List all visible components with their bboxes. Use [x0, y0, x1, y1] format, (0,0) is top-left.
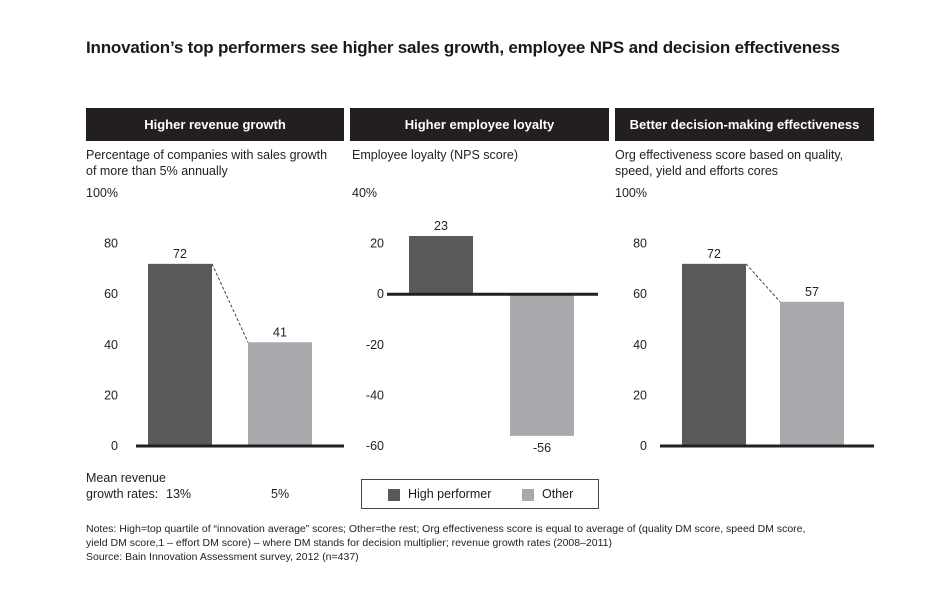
panel-header-loyalty: Higher employee loyalty [350, 108, 609, 141]
value-label-decision-high: 72 [707, 247, 721, 261]
y-tick-label-loyalty: 0 [377, 287, 384, 301]
legend-label-high: High performer [408, 487, 492, 501]
legend-label-other: Other [542, 487, 574, 501]
chart-panel-revenue: 100% 80 60 40 20 0 72 41 [86, 186, 344, 453]
chart-panel-decision: 100% 80 60 40 20 0 72 57 [615, 186, 874, 453]
panel-subtitle-decision: Org effectiveness score based on quality… [615, 148, 844, 178]
y-tick-label-revenue: 40 [104, 338, 118, 352]
legend: High performer Other [361, 479, 599, 509]
value-label-loyalty-other: -56 [533, 441, 551, 455]
y-tick-label-decision: 0 [640, 439, 647, 453]
chart-title: Innovation’s top performers see higher s… [86, 38, 840, 57]
y-tick-label-decision: 40 [633, 338, 647, 352]
notes: Notes: High=top quartile of “innovation … [86, 522, 886, 564]
value-label-loyalty-high: 23 [434, 219, 448, 233]
y-tick-label-loyalty: -20 [366, 338, 384, 352]
value-label-decision-other: 57 [805, 285, 819, 299]
y-tick-label-loyalty: -40 [366, 388, 384, 402]
y-tick-label-revenue: 0 [111, 439, 118, 453]
panel-header-revenue: Higher revenue growth [86, 108, 344, 141]
value-label-revenue-high: 72 [173, 247, 187, 261]
y-tick-label-revenue: 20 [104, 388, 118, 402]
mean-revenue-high-value: 13% [166, 487, 192, 501]
y-tick-label-revenue: 80 [104, 237, 118, 251]
y-tick-label-decision: 80 [633, 237, 647, 251]
connector-decision [745, 263, 781, 303]
mean-revenue-label-line1: Mean revenue [86, 471, 166, 485]
mean-revenue-other-value: 5% [271, 487, 290, 501]
notes-line-2: yield DM score,1 – effort DM score) – wh… [86, 537, 613, 549]
y-tick-label-decision: 100% [615, 186, 647, 200]
panel-subtitle-loyalty: Employee loyalty (NPS score) [352, 148, 519, 162]
bar-revenue-other [248, 342, 312, 446]
mean-revenue-label-line2: growth rates: [86, 487, 159, 501]
y-tick-label-revenue: 100% [86, 186, 118, 200]
panel-header-decision: Better decision-making effectiveness [615, 108, 874, 141]
y-tick-label-loyalty: -60 [366, 439, 384, 453]
bar-loyalty-high [409, 236, 473, 295]
notes-line-3: Source: Bain Innovation Assessment surve… [86, 551, 359, 563]
bar-decision-high [682, 263, 746, 446]
bar-decision-other [780, 301, 844, 446]
y-tick-label-loyalty: 40% [352, 186, 377, 200]
value-label-revenue-other: 41 [273, 325, 287, 339]
chart-panel-loyalty: 40% 20 0 -20 -40 -60 23 -56 [352, 186, 598, 455]
legend-swatch-other [522, 489, 534, 501]
notes-line-1: Notes: High=top quartile of “innovation … [86, 523, 806, 535]
bar-loyalty-other [510, 294, 574, 436]
panel-subtitle-revenue: Percentage of companies with sales growt… [86, 148, 328, 178]
y-tick-label-loyalty: 20 [370, 237, 384, 251]
legend-swatch-high [388, 489, 400, 501]
bar-revenue-high [148, 263, 212, 446]
y-tick-label-decision: 60 [633, 287, 647, 301]
y-tick-label-revenue: 60 [104, 287, 118, 301]
y-tick-label-decision: 20 [633, 388, 647, 402]
connector-revenue [211, 263, 249, 343]
